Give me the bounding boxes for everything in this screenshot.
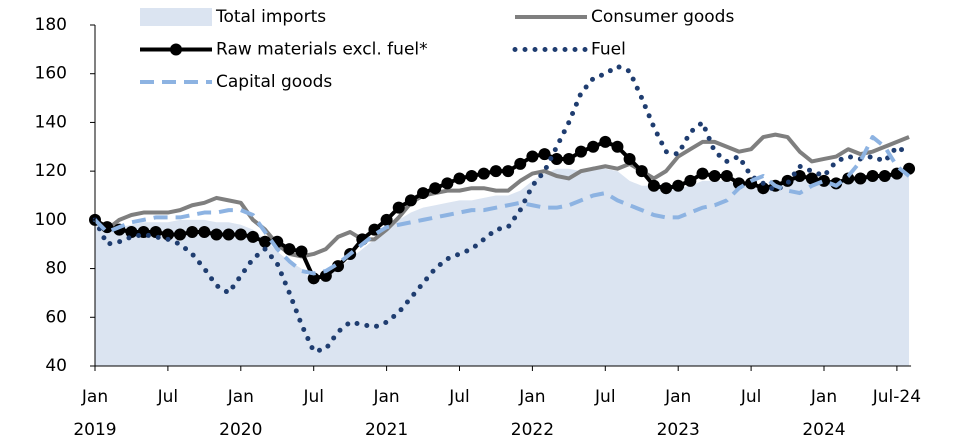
marker [526, 150, 539, 163]
marker [562, 152, 575, 165]
marker [198, 226, 211, 239]
x-year-label: 2022 [511, 420, 554, 440]
marker [635, 165, 648, 178]
legend-label: Fuel [591, 40, 626, 60]
line [93, 132, 910, 259]
marker [161, 228, 174, 241]
x-year-label: 2024 [802, 420, 845, 440]
marker [866, 170, 879, 183]
y-tick-label: 120 [35, 161, 67, 181]
marker [125, 226, 138, 239]
legend-label: Consumer goods [591, 7, 734, 27]
marker [805, 172, 818, 185]
marker [404, 194, 417, 207]
legend-marker [170, 43, 182, 56]
x-tick-label: Jul-24 [872, 387, 921, 407]
x-tick-label: Jan [372, 387, 399, 407]
x-tick-label: Jul [740, 387, 762, 407]
marker [514, 157, 527, 170]
area [95, 166, 910, 366]
marker [708, 170, 721, 183]
marker [489, 165, 502, 178]
line [92, 63, 912, 354]
x-year-label: 2019 [73, 420, 116, 440]
marker [259, 235, 272, 248]
x-tick-label: Jan [81, 387, 108, 407]
x-tick-label: Jan [810, 387, 837, 407]
marker [684, 174, 697, 187]
marker [672, 179, 685, 192]
marker [283, 243, 296, 256]
legend-label: Capital goods [216, 72, 332, 92]
marker [502, 165, 515, 178]
marker [623, 152, 636, 165]
legend-label: Raw materials excl. fuel* [216, 40, 428, 60]
marker [295, 245, 308, 258]
y-tick-label: 140 [35, 112, 67, 132]
marker [550, 152, 563, 165]
legend-label: Total imports [215, 7, 326, 27]
marker [720, 170, 733, 183]
marker [587, 140, 600, 153]
x-tick-label: Jul [157, 387, 179, 407]
marker [477, 167, 490, 180]
y-tick-label: 180 [35, 15, 67, 35]
marker [174, 228, 187, 241]
x-tick-label: Jan [664, 387, 691, 407]
marker [210, 228, 223, 241]
marker [854, 172, 867, 185]
marker [441, 177, 454, 190]
y-tick-label: 60 [45, 307, 67, 327]
marker [246, 230, 259, 243]
marker [332, 260, 344, 273]
marker [696, 167, 709, 180]
marker [307, 272, 320, 285]
x-year-label: 2021 [365, 420, 408, 440]
x-tick-label: Jan [518, 387, 545, 407]
x-tick-label: Jul [448, 387, 470, 407]
x-year-label: 2023 [657, 420, 700, 440]
x-tick-label: Jul [302, 387, 324, 407]
y-tick-label: 160 [35, 64, 67, 84]
marker [234, 228, 247, 241]
line [93, 135, 911, 276]
marker [392, 201, 405, 214]
marker [453, 172, 466, 185]
marker [575, 145, 587, 158]
marker [757, 182, 770, 195]
legend-swatch [140, 8, 212, 26]
x-tick-label: Jul [594, 387, 616, 407]
marker [611, 140, 624, 153]
y-tick-label: 40 [45, 356, 67, 376]
y-tick-label: 100 [35, 210, 67, 230]
marker [538, 148, 551, 161]
y-tick-label: 80 [45, 259, 67, 279]
marker [793, 170, 806, 183]
x-year-label: 2020 [219, 420, 262, 440]
marker [878, 170, 891, 183]
marker [417, 187, 430, 200]
marker [222, 228, 235, 241]
marker [465, 170, 478, 183]
marker [319, 269, 332, 282]
marker [647, 179, 660, 192]
marker [660, 182, 673, 195]
marker [599, 135, 612, 148]
marker [429, 182, 442, 195]
x-tick-label: Jan [227, 387, 254, 407]
marker [380, 213, 393, 226]
marker [186, 226, 199, 239]
